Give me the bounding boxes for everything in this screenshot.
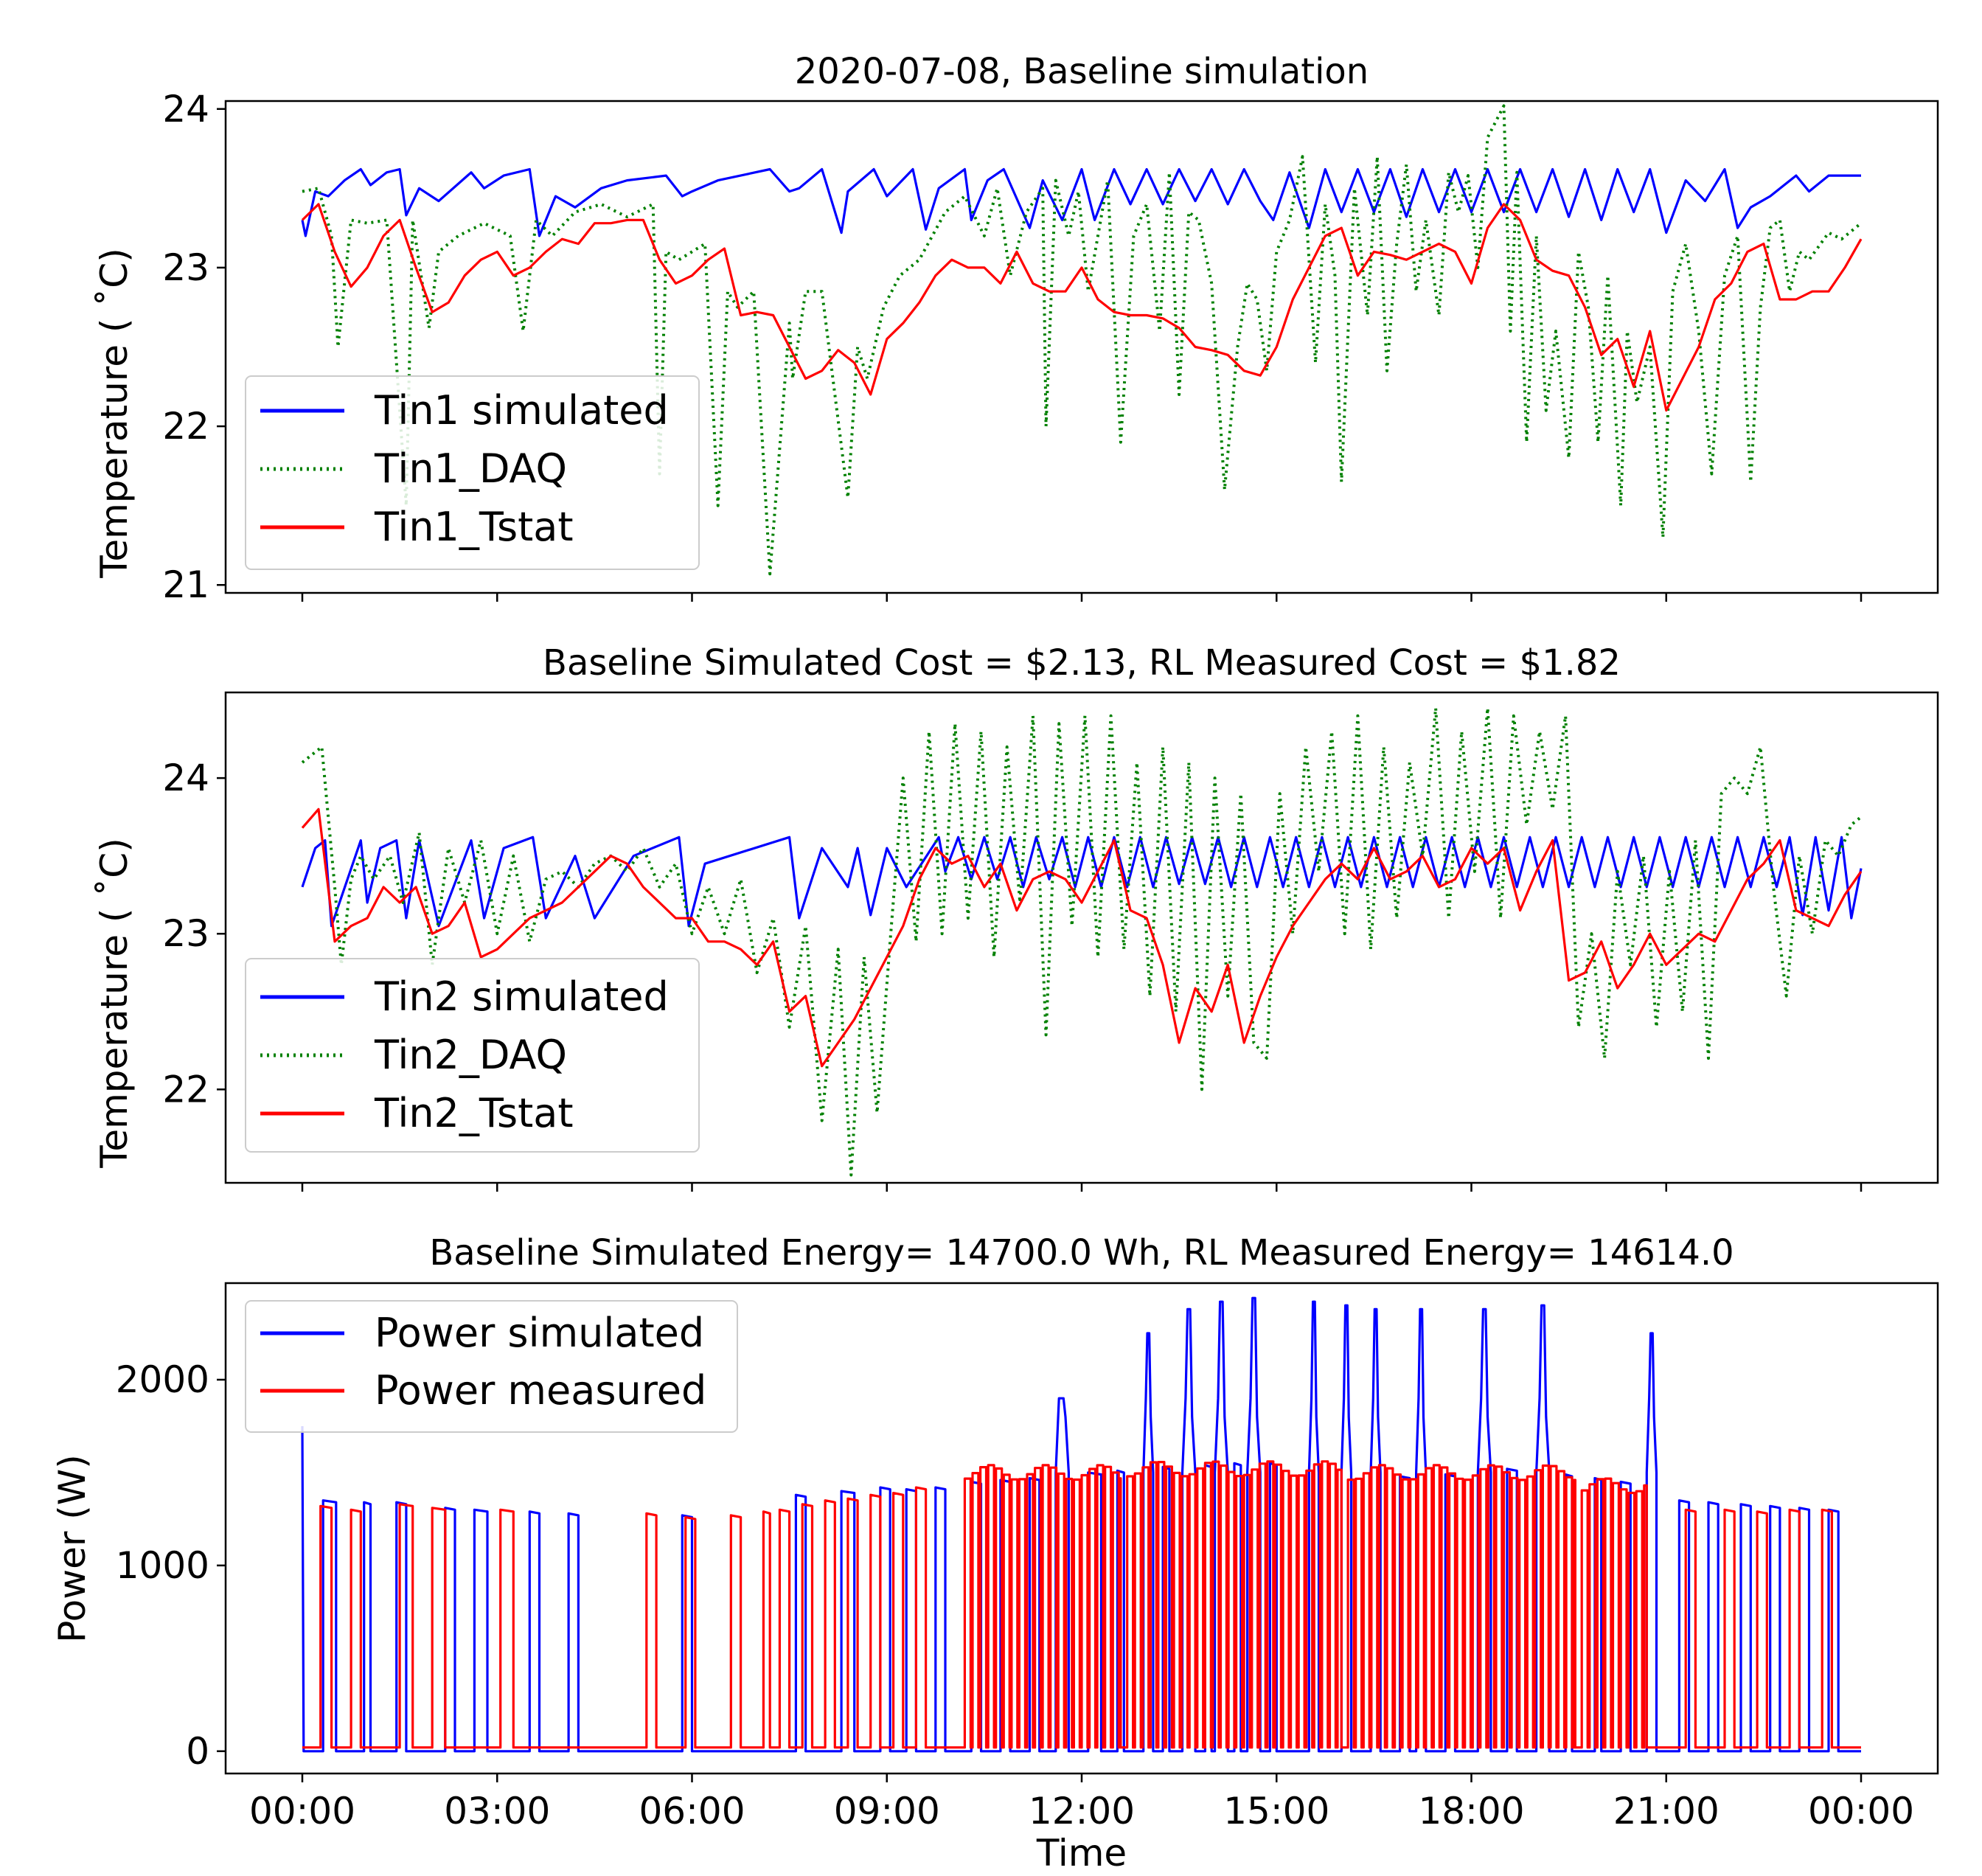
axis-ticks: 22 23 24 — [162, 757, 1863, 1192]
legend-label-power-measured: Power measured — [375, 1367, 706, 1414]
legend-box — [245, 958, 700, 1153]
series-line-tin1-tstat — [301, 203, 1863, 412]
series-line-power-measured — [302, 1460, 1861, 1749]
legend-label-power-simulated: Power simulated — [375, 1310, 704, 1356]
y-tick-label: 0 — [186, 1730, 209, 1773]
axis-ticks: 21 22 23 24 — [162, 88, 1863, 606]
series-line-tin2-tstat — [301, 807, 1863, 1068]
series-group — [301, 1296, 1861, 1753]
x-tick-label: 21:00 — [1613, 1790, 1720, 1832]
series-line-tin1-daq — [302, 104, 1863, 576]
x-tick-label: 12:00 — [1029, 1790, 1135, 1832]
series-group — [301, 706, 1863, 1177]
y-tick-label: 23 — [162, 246, 209, 289]
y-tick-label: 24 — [162, 88, 209, 131]
y-tick-label: 1000 — [116, 1544, 209, 1587]
x-tick-label: 06:00 — [639, 1790, 745, 1832]
y-axis-label: Power (W) — [51, 1454, 94, 1643]
panel-middle-tin2: Baseline Simulated Cost = $2.13, RL Meas… — [93, 642, 1939, 1192]
legend-box — [245, 375, 700, 570]
legend-label-tin2-tstat: Tin2_Tstat — [374, 1090, 574, 1136]
y-tick-label: 22 — [162, 405, 209, 448]
legend: Tin1 simulated Tin1_DAQ Tin1_Tstat — [245, 375, 700, 570]
series-line-tin2-simulated — [301, 835, 1863, 928]
legend: Tin2 simulated Tin2_DAQ Tin2_Tstat — [245, 958, 700, 1153]
y-tick-label: 24 — [162, 757, 209, 799]
series-group — [301, 104, 1863, 576]
x-tick-label: 03:00 — [444, 1790, 550, 1832]
x-tick-label: 18:00 — [1418, 1790, 1524, 1832]
x-axis-label: Time — [1036, 1832, 1127, 1875]
legend-label-tin2-simulated: Tin2 simulated — [374, 973, 669, 1020]
x-tick-label: 00:00 — [1808, 1790, 1914, 1832]
legend-label-tin1-tstat: Tin1_Tstat — [374, 504, 574, 550]
x-tick-label: 09:00 — [834, 1790, 940, 1832]
chart-title: Baseline Simulated Cost = $2.13, RL Meas… — [543, 642, 1621, 684]
chart-title: 2020-07-08, Baseline simulation — [795, 51, 1369, 92]
legend-box — [245, 1300, 738, 1433]
y-tick-label: 21 — [162, 563, 209, 606]
legend-label-tin1-simulated: Tin1 simulated — [374, 387, 669, 434]
legend-label-tin1-daq: Tin1_DAQ — [374, 445, 567, 492]
y-tick-label: 23 — [162, 912, 209, 955]
legend: Power simulated Power measured — [245, 1300, 738, 1433]
x-tick-label: 00:00 — [249, 1790, 355, 1832]
legend-label-tin2-daq: Tin2_DAQ — [374, 1032, 567, 1078]
y-tick-label: 22 — [162, 1068, 209, 1111]
panel-bottom-power: Baseline Simulated Energy= 14700.0 Wh, R… — [51, 1232, 1939, 1875]
y-axis-label: Temperature ( ˚C) — [93, 248, 136, 578]
axis-ticks: 0 1000 2000 00:00 03:00 06:00 09:00 12:00 15:00 1… — [116, 1358, 1914, 1832]
series-line-power-simulated — [301, 1296, 1861, 1753]
panel-top-tin1: 2020-07-08, Baseline simulation 21 22 23 24… — [93, 51, 1939, 606]
x-tick-label: 15:00 — [1223, 1790, 1329, 1832]
chart-title: Baseline Simulated Energy= 14700.0 Wh, R… — [429, 1232, 1734, 1274]
series-line-tin1-simulated — [301, 167, 1861, 237]
y-tick-label: 2000 — [116, 1358, 209, 1401]
y-axis-label: Temperature ( ˚C) — [93, 838, 136, 1168]
